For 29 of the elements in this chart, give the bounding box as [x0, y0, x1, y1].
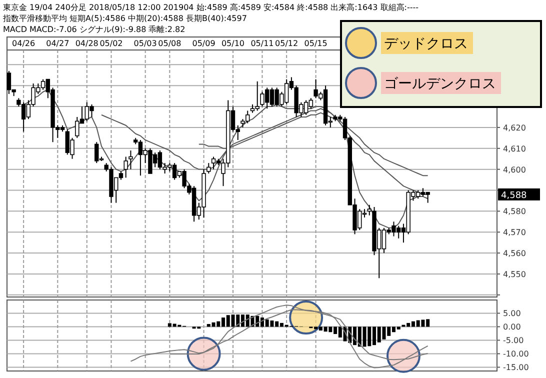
x-tick-label: 04/27 [46, 39, 70, 48]
y-tick-label: 5.00 [503, 309, 521, 318]
y-tick-label: 4,580 [503, 207, 526, 216]
x-tick-label: 05/12 [275, 39, 298, 48]
text: 4,588 [501, 190, 528, 201]
chart-subtitle: 指数平滑移動平均 短期A(5):4586 中期(20):4588 長期B(40):4597 [2, 14, 247, 23]
x-tick-label: 05/02 [100, 39, 123, 48]
x-tick-label: 05/03 [134, 39, 157, 48]
x-tick-label: 04/26 [12, 39, 36, 48]
x-tick-label: 05/15 [304, 39, 328, 48]
x-tick-label: 05/08 [158, 39, 182, 48]
legend-label: デッドクロス [384, 36, 468, 52]
text: MACD MACD:-7.06 シグナル(9):-9.88 乖離:2.82 [3, 25, 186, 34]
y-tick-label: 0.00 [503, 322, 521, 332]
legend-label: ゴールデンクロス [384, 76, 496, 92]
y-tick-label: -5.00 [503, 336, 524, 346]
y-tick-label: -15.00 [503, 363, 529, 372]
y-tick-label: 4,600 [503, 165, 526, 174]
x-tick-label: 04/28 [75, 39, 98, 48]
y-tick-label: 4,550 [503, 270, 526, 279]
y-tick-label: 4,560 [503, 249, 526, 258]
y-tick-label: 4,620 [503, 123, 526, 132]
y-tick-label: -10.00 [503, 350, 529, 359]
y-tick-label: 4,570 [503, 228, 526, 238]
x-tick-label: 05/11 [250, 39, 274, 48]
y-tick-label: 4,610 [503, 144, 526, 154]
chart-title: 東京金 19/04 240分足 2018/05/18 12:00 201904 始:4589 高:4589 安:4584 終:4588 出来高:1643 取組高:---- [3, 3, 419, 12]
x-tick-label: 05/09 [192, 39, 216, 48]
x-tick-label: 05/10 [221, 39, 245, 48]
